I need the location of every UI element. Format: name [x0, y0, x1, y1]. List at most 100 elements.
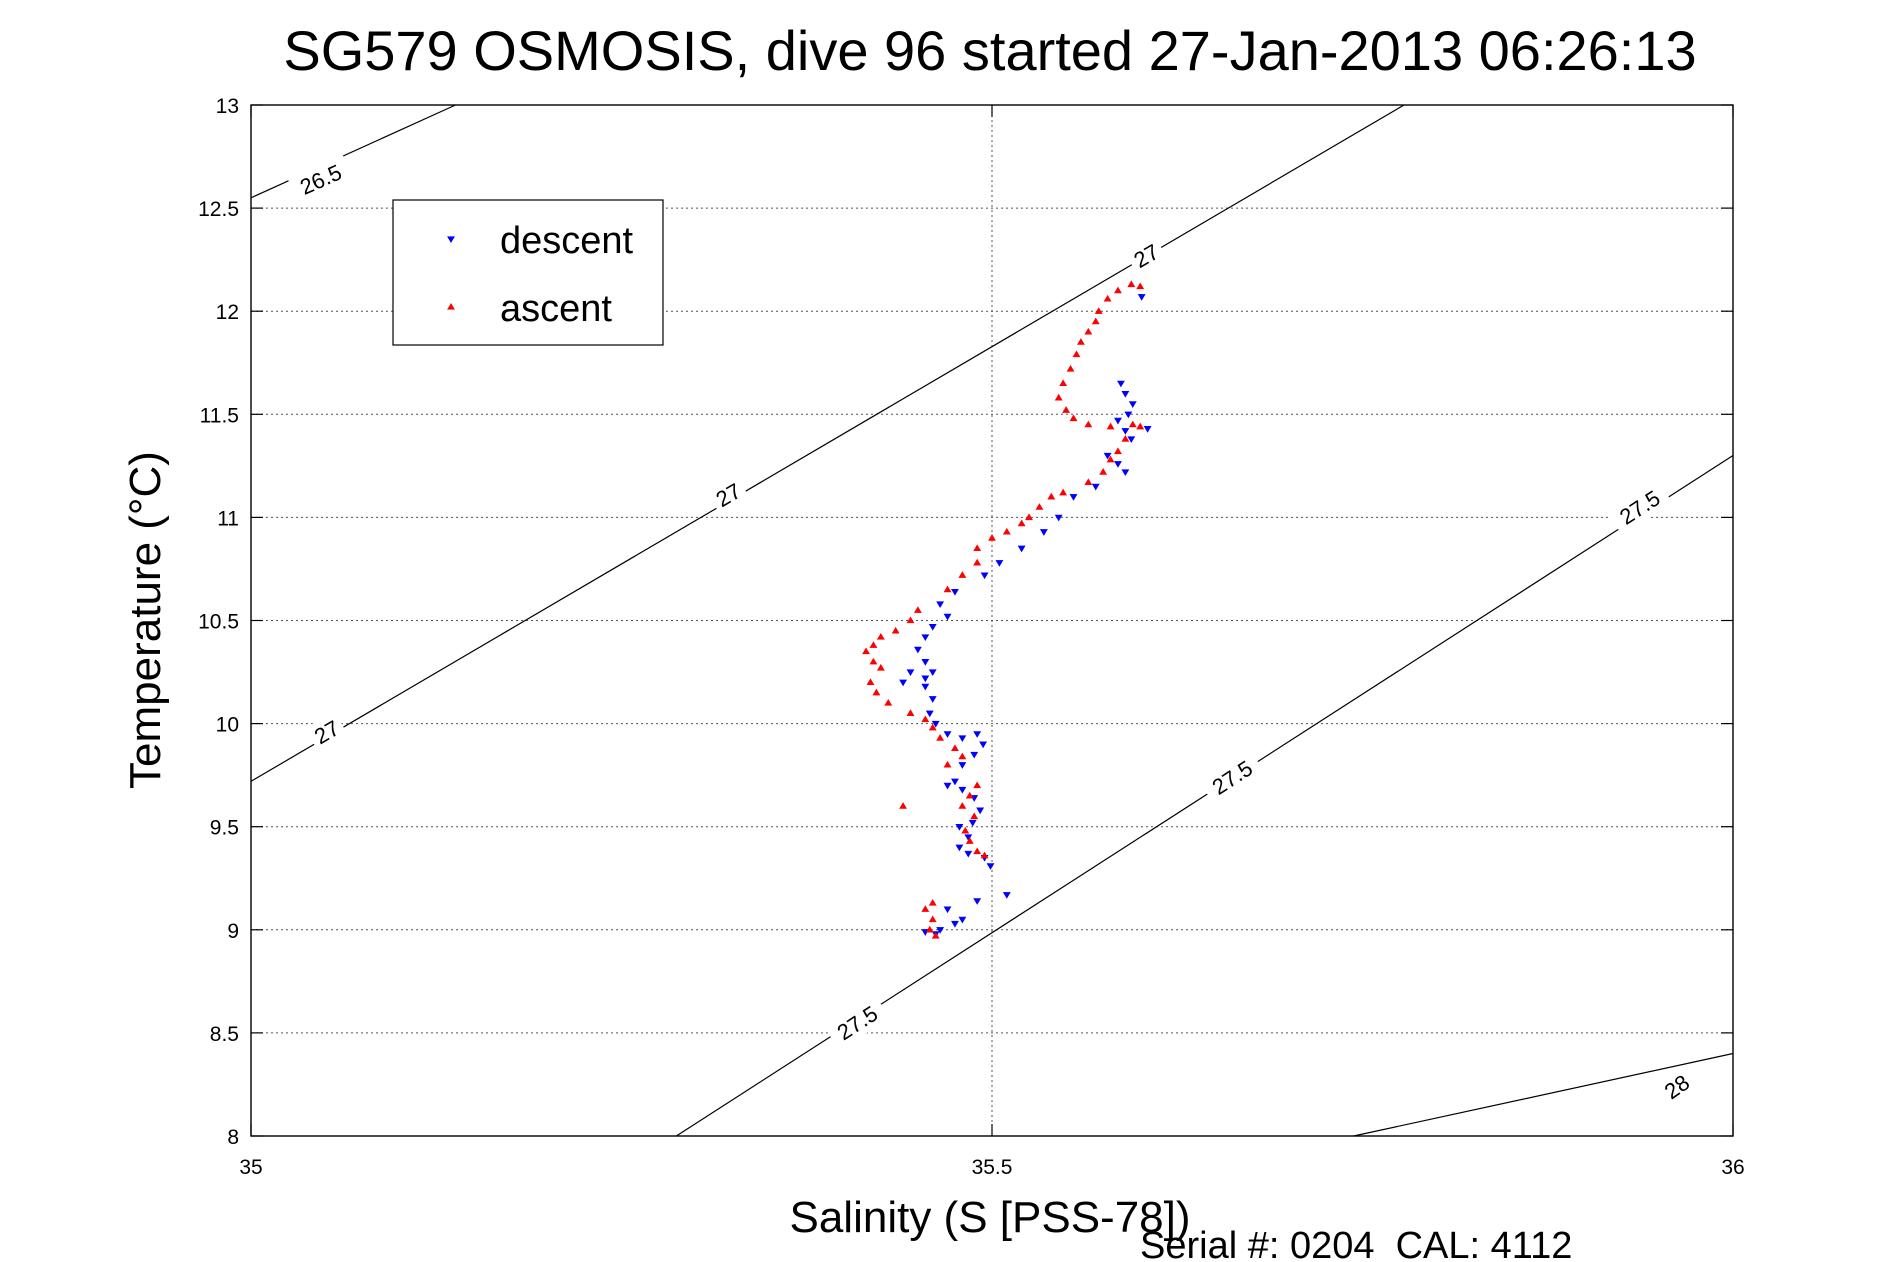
contour-label-bg — [1654, 1065, 1699, 1108]
descent-point — [925, 710, 934, 718]
data-points — [862, 280, 1152, 939]
ascent-point — [1106, 422, 1115, 430]
ascent-point — [925, 925, 934, 933]
descent-point — [955, 824, 964, 831]
descent-point — [1117, 380, 1125, 388]
ascent-point — [1066, 364, 1075, 372]
contour-label-bg — [1199, 749, 1265, 806]
ascent-point — [988, 534, 996, 541]
ascent-point — [965, 791, 974, 799]
descent-point — [1002, 892, 1011, 899]
y-tick-label: 10 — [216, 714, 239, 737]
descent-point — [943, 613, 952, 621]
descent-point — [1114, 461, 1122, 468]
x-axis-label: Salinity (S [PSS-78]) — [789, 1193, 1190, 1242]
ascent-point — [872, 688, 881, 696]
x-tick-label: 36 — [1721, 1156, 1744, 1179]
ascent-point — [1054, 393, 1063, 401]
legend-label-ascent: ascent — [500, 288, 612, 330]
descent-point — [958, 786, 967, 794]
descent-point — [973, 898, 982, 905]
descent-point — [943, 782, 952, 790]
contour-label-group: 28 — [1654, 1065, 1699, 1108]
descent-point — [964, 850, 973, 858]
ascent-point — [928, 899, 937, 906]
ascent-point — [970, 812, 979, 820]
ascent-series — [862, 280, 1145, 939]
descent-point — [921, 683, 930, 691]
ascent-point — [973, 544, 982, 552]
ascent-point — [1017, 519, 1026, 527]
descent-point — [1128, 401, 1137, 408]
ascent-point — [958, 571, 967, 578]
descent-point — [1091, 483, 1100, 491]
descent-point — [986, 863, 995, 870]
contour-label-bg — [304, 711, 349, 753]
contour-label-group: 27.5 — [1606, 479, 1673, 536]
descent-point — [931, 720, 940, 728]
descent-point — [1103, 452, 1112, 460]
descent-point — [921, 634, 930, 641]
ascent-point — [862, 647, 870, 655]
descent-point — [951, 920, 959, 928]
descent-point — [973, 731, 982, 738]
axis-ticks: 35 35.5 36 8 8.5 9 9.5 10 10.5 11 11.5 12 12.5 13 — [198, 95, 1745, 1179]
ascent-point — [1025, 513, 1033, 521]
ascent-point — [1062, 406, 1071, 413]
descent-point — [1054, 514, 1063, 522]
ascent-point — [1114, 447, 1122, 455]
ascent-point — [1127, 280, 1136, 288]
descent-point — [958, 735, 967, 743]
x-tick-label: 35 — [239, 1156, 262, 1179]
descent-point — [970, 751, 979, 759]
descent-point — [951, 778, 959, 786]
y-tick-label: 9.5 — [210, 817, 239, 840]
descent-point — [928, 669, 937, 677]
ascent-point — [928, 915, 937, 923]
contour-label-group: 27 — [1124, 234, 1168, 277]
ascent-point — [876, 663, 885, 671]
y-tick-label: 12.5 — [198, 198, 239, 221]
ascent-point — [876, 633, 885, 640]
ascent-point — [931, 931, 940, 939]
descent-point — [1069, 494, 1078, 501]
ascent-point — [921, 905, 930, 912]
descent-point — [976, 807, 985, 815]
ascent-point — [1128, 420, 1137, 428]
descent-point — [906, 669, 915, 677]
y-tick-label: 11.5 — [200, 404, 239, 427]
descent-point — [1039, 529, 1048, 536]
descent-point — [1143, 426, 1152, 433]
ascent-point — [958, 752, 967, 760]
legend-box — [392, 199, 664, 346]
ascent-point — [884, 698, 893, 706]
ascent-point — [913, 606, 922, 613]
y-tick-label: 9 — [227, 920, 239, 943]
descent-point — [968, 819, 977, 827]
ascent-point — [965, 837, 974, 844]
ascent-point — [891, 626, 900, 634]
ascent-point — [961, 826, 970, 834]
descent-point — [921, 675, 930, 683]
descent-point — [1017, 545, 1026, 553]
legend: descent ascent — [392, 199, 664, 346]
y-tick-label: 10.5 — [198, 611, 239, 634]
contour-label-bg — [287, 154, 354, 205]
ascent-point — [943, 585, 952, 593]
contour-label-group: 27 — [706, 474, 750, 516]
ascent-point — [1094, 307, 1103, 314]
ascent-point — [943, 760, 952, 768]
contour-label-bg — [1124, 234, 1168, 277]
descent-point — [913, 646, 922, 654]
ascent-point — [906, 709, 915, 716]
descent-point — [936, 601, 945, 608]
ascent-point — [1106, 455, 1115, 463]
ascent-point — [869, 657, 878, 665]
ascent-point — [1059, 379, 1068, 387]
descent-point — [995, 560, 1004, 567]
descent-point — [1137, 294, 1146, 301]
ascent-point — [1114, 286, 1122, 294]
grid — [251, 105, 1733, 1136]
ascent-point — [869, 641, 878, 648]
